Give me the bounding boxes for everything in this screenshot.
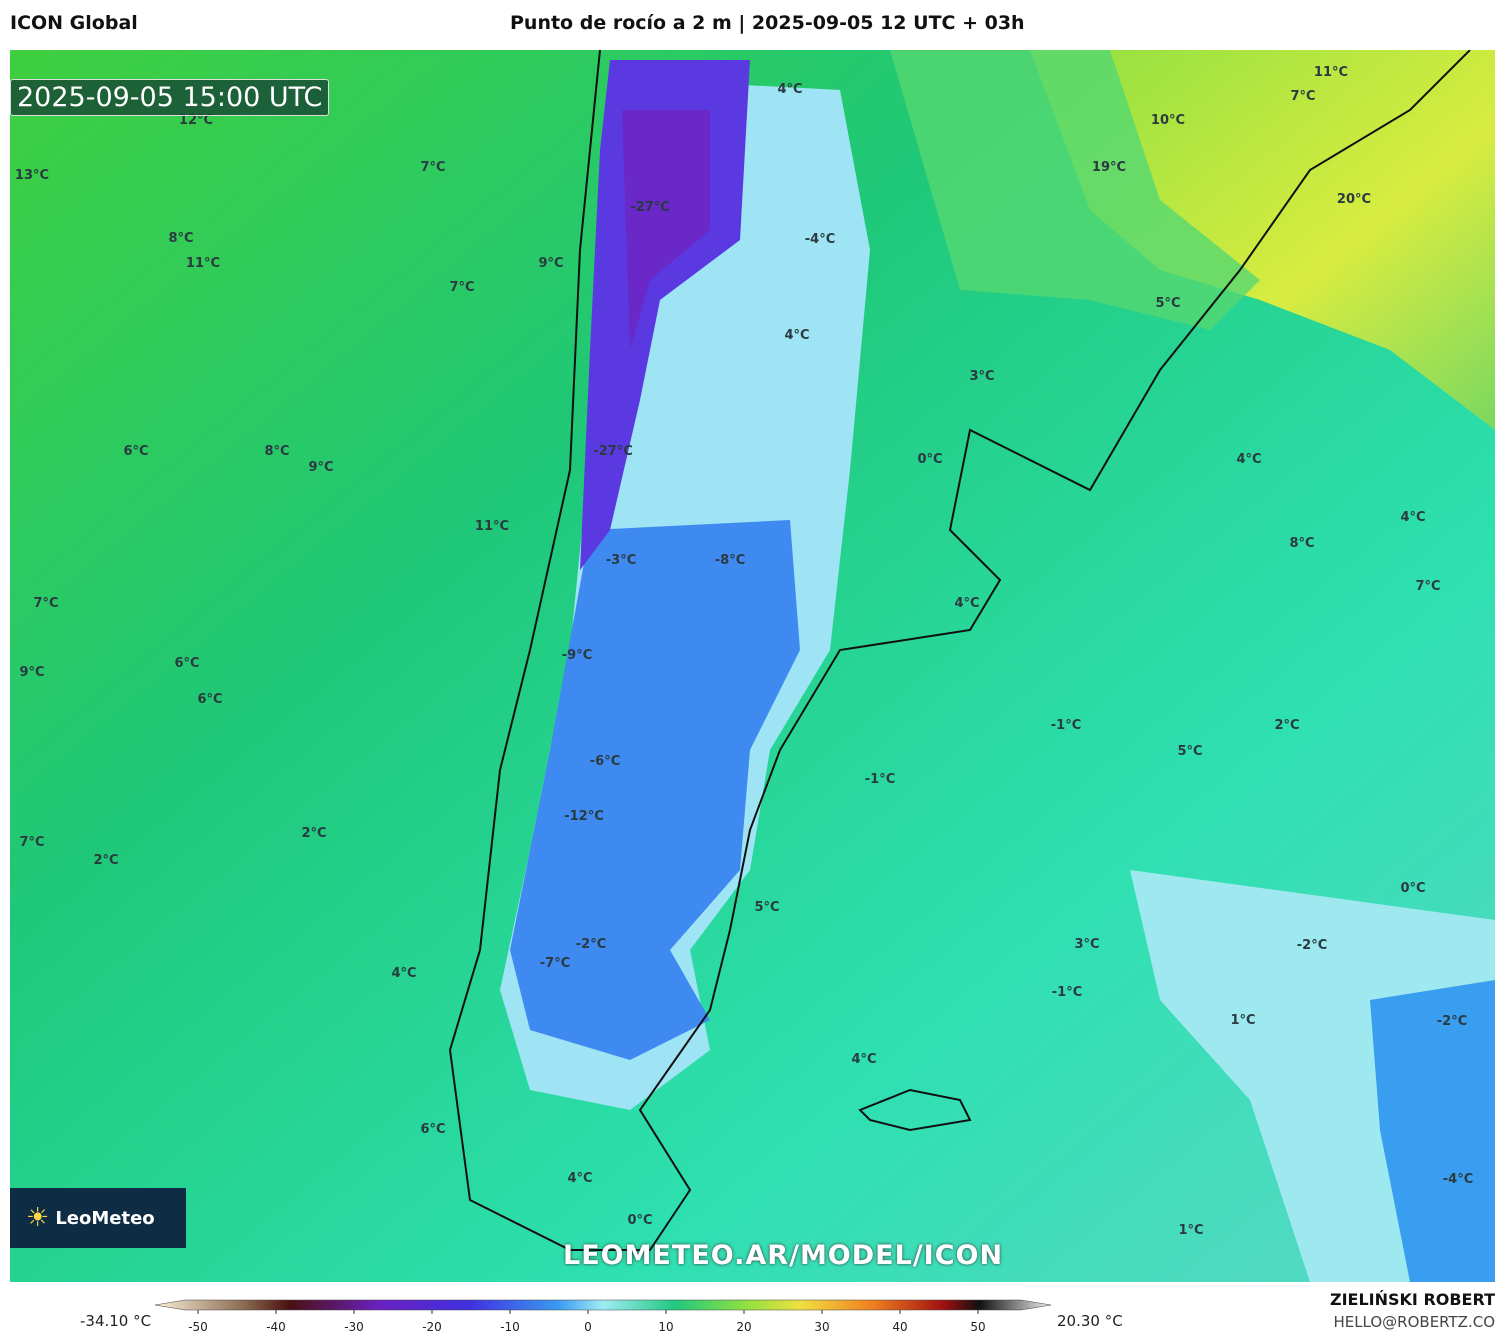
colorbar-tick-label: 0 <box>584 1320 592 1334</box>
temp-label: 4°C <box>954 596 979 611</box>
temp-label: -2°C <box>1297 938 1327 953</box>
temp-label: 7°C <box>19 835 44 850</box>
temp-label: -1°C <box>865 772 895 787</box>
colorbar-tick-label: -30 <box>344 1320 364 1334</box>
colorbar-tick-label: 50 <box>970 1320 985 1334</box>
temp-label: 2°C <box>1274 718 1299 733</box>
colorbar-tick-label: 30 <box>814 1320 829 1334</box>
land-field <box>890 50 1260 330</box>
patagonia-field <box>510 520 800 1060</box>
logo-text: LeoMeteo <box>55 1207 155 1229</box>
coastline <box>448 50 1471 1251</box>
timestamp: 2025-09-05 15:00 UTC <box>10 79 330 116</box>
colorbar-max: 20.30 °C <box>1057 1312 1123 1330</box>
falklands <box>858 1088 972 1132</box>
temp-label: 10°C <box>1151 113 1185 128</box>
temp-label: 12°C <box>179 113 213 128</box>
logo: ☀ LeoMeteo <box>10 1188 186 1248</box>
colorbar-tick-label: -40 <box>266 1320 286 1334</box>
colorbar-tick-label: 10 <box>658 1320 673 1334</box>
temp-label: 7°C <box>33 596 58 611</box>
temp-label: 8°C <box>168 231 193 246</box>
temp-label: 19°C <box>1092 160 1126 175</box>
temp-label: 2°C <box>93 853 118 868</box>
temp-label: 4°C <box>567 1171 592 1186</box>
temp-label: 1°C <box>1178 1223 1203 1238</box>
temp-label: 4°C <box>851 1052 876 1067</box>
temp-label: 7°C <box>420 160 445 175</box>
author-name: ZIELIŃSKI ROBERT <box>1329 1290 1495 1309</box>
temp-label: -1°C <box>1052 985 1082 1000</box>
temp-label: 6°C <box>420 1122 445 1137</box>
temp-label: 7°C <box>449 280 474 295</box>
temp-label: 7°C <box>1290 89 1315 104</box>
temp-label: 11°C <box>1314 65 1348 80</box>
temp-label: 4°C <box>1236 452 1261 467</box>
temp-label: 5°C <box>754 900 779 915</box>
author-email: HELLO@ROBERTZ.CO <box>1333 1313 1495 1331</box>
temp-label: -9°C <box>562 648 592 663</box>
temp-label: 11°C <box>186 256 220 271</box>
map-title: Punto de rocío a 2 m | 2025-09-05 12 UTC… <box>510 12 1025 34</box>
temp-label: 6°C <box>174 656 199 671</box>
map-labels: 12°C 13°C 7°C 8°C 11°C 9°C 7°C -27°C -4°C 4°C 4°C 6… <box>15 65 1473 1238</box>
andes-core <box>622 110 710 350</box>
model-name: ICON Global <box>10 12 138 34</box>
temp-label: -4°C <box>1443 1172 1473 1187</box>
temp-label: 0°C <box>1400 881 1425 896</box>
colorbar-min: -34.10 °C <box>80 1312 152 1330</box>
temp-label: 13°C <box>15 168 49 183</box>
colorbar: -50 -40 -30 -20 -10 0 10 20 30 40 50 <box>155 1299 1052 1334</box>
temp-label: -7°C <box>540 956 570 971</box>
temp-label: -2°C <box>576 937 606 952</box>
colorbar-tick-label: 40 <box>892 1320 907 1334</box>
temp-label: 0°C <box>627 1213 652 1228</box>
cold-field <box>1370 980 1495 1282</box>
temp-label: 5°C <box>1155 296 1180 311</box>
temp-label: 7°C <box>1415 579 1440 594</box>
temp-label: 9°C <box>308 460 333 475</box>
temp-label: -1°C <box>1051 718 1081 733</box>
temp-label: 6°C <box>197 692 222 707</box>
colorbar-tick-label: -50 <box>188 1320 208 1334</box>
colorbar-tick-label: -20 <box>422 1320 442 1334</box>
temp-label: 8°C <box>264 444 289 459</box>
temp-label: 8°C <box>1289 536 1314 551</box>
temp-label: 11°C <box>475 519 509 534</box>
watermark: LEOMETEO.AR/MODEL/ICON <box>563 1240 1004 1271</box>
temp-label: -8°C <box>715 553 745 568</box>
temp-label: 9°C <box>19 665 44 680</box>
temp-label: 4°C <box>777 82 802 97</box>
temp-label: -2°C <box>1437 1014 1467 1029</box>
temp-label: -27°C <box>593 444 633 459</box>
temp-label: 6°C <box>123 444 148 459</box>
temp-label: 1°C <box>1230 1013 1255 1028</box>
colorbar-tick-label: -10 <box>500 1320 520 1334</box>
warm-field <box>1030 50 1495 430</box>
temp-label: 20°C <box>1337 192 1371 207</box>
temp-label: 3°C <box>1074 937 1099 952</box>
temp-label: 4°C <box>1400 510 1425 525</box>
colorbar-ramp <box>155 1299 1052 1311</box>
temp-label: 0°C <box>917 452 942 467</box>
map: 12°C 13°C 7°C 8°C 11°C 9°C 7°C -27°C -4°C 4°C 4°C 6… <box>10 50 1495 1282</box>
temp-label: 2°C <box>301 826 326 841</box>
temp-label: -3°C <box>606 553 636 568</box>
temp-label: 3°C <box>969 369 994 384</box>
colorbar-tick-label: 20 <box>736 1320 751 1334</box>
temp-label: 5°C <box>1177 744 1202 759</box>
temp-label: 4°C <box>391 966 416 981</box>
temp-label: 4°C <box>784 328 809 343</box>
temp-label: -4°C <box>805 232 835 247</box>
temp-label: 9°C <box>538 256 563 271</box>
temp-label: -6°C <box>590 754 620 769</box>
temp-label: -27°C <box>630 200 670 215</box>
temp-label: -12°C <box>564 809 604 824</box>
